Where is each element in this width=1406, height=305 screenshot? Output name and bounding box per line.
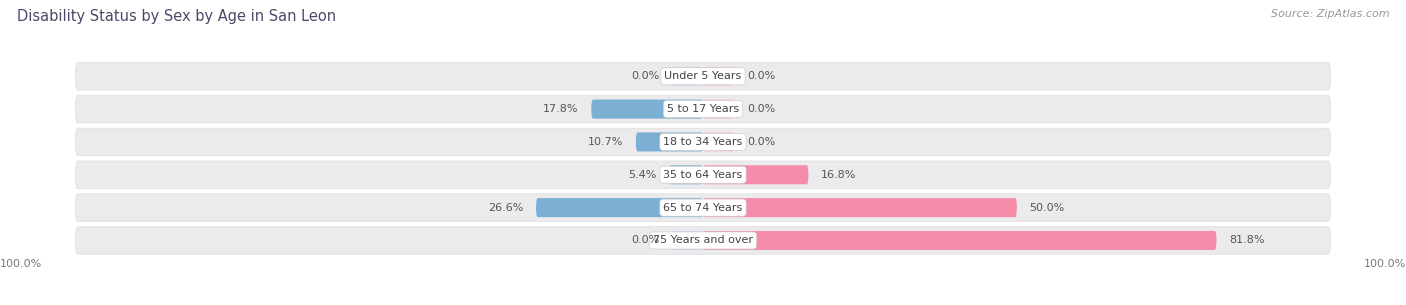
- Text: 0.0%: 0.0%: [631, 235, 659, 246]
- Text: 18 to 34 Years: 18 to 34 Years: [664, 137, 742, 147]
- Text: 0.0%: 0.0%: [747, 71, 775, 81]
- FancyBboxPatch shape: [76, 161, 1330, 188]
- Text: Source: ZipAtlas.com: Source: ZipAtlas.com: [1271, 9, 1389, 19]
- Text: Disability Status by Sex by Age in San Leon: Disability Status by Sex by Age in San L…: [17, 9, 336, 24]
- Text: 65 to 74 Years: 65 to 74 Years: [664, 203, 742, 213]
- Text: 17.8%: 17.8%: [543, 104, 579, 114]
- FancyBboxPatch shape: [76, 95, 1330, 123]
- Text: 16.8%: 16.8%: [821, 170, 856, 180]
- FancyBboxPatch shape: [76, 63, 1330, 90]
- FancyBboxPatch shape: [592, 99, 703, 119]
- FancyBboxPatch shape: [703, 198, 1017, 217]
- Text: 5 to 17 Years: 5 to 17 Years: [666, 104, 740, 114]
- FancyBboxPatch shape: [703, 231, 1216, 250]
- Text: 26.6%: 26.6%: [488, 203, 523, 213]
- Text: 75 Years and over: 75 Years and over: [652, 235, 754, 246]
- Text: 5.4%: 5.4%: [628, 170, 657, 180]
- FancyBboxPatch shape: [703, 99, 734, 119]
- FancyBboxPatch shape: [76, 128, 1330, 156]
- FancyBboxPatch shape: [703, 165, 808, 184]
- Text: 100.0%: 100.0%: [0, 259, 42, 269]
- Text: 100.0%: 100.0%: [1364, 259, 1406, 269]
- Text: 10.7%: 10.7%: [588, 137, 623, 147]
- Text: Under 5 Years: Under 5 Years: [665, 71, 741, 81]
- FancyBboxPatch shape: [536, 198, 703, 217]
- FancyBboxPatch shape: [76, 227, 1330, 254]
- Text: 81.8%: 81.8%: [1229, 235, 1264, 246]
- FancyBboxPatch shape: [703, 67, 734, 86]
- Text: 0.0%: 0.0%: [631, 71, 659, 81]
- Text: 0.0%: 0.0%: [747, 104, 775, 114]
- FancyBboxPatch shape: [669, 165, 703, 184]
- FancyBboxPatch shape: [76, 194, 1330, 221]
- FancyBboxPatch shape: [672, 67, 703, 86]
- FancyBboxPatch shape: [636, 132, 703, 152]
- Text: 0.0%: 0.0%: [747, 137, 775, 147]
- FancyBboxPatch shape: [672, 231, 703, 250]
- FancyBboxPatch shape: [703, 132, 734, 152]
- Text: 50.0%: 50.0%: [1029, 203, 1064, 213]
- Text: 35 to 64 Years: 35 to 64 Years: [664, 170, 742, 180]
